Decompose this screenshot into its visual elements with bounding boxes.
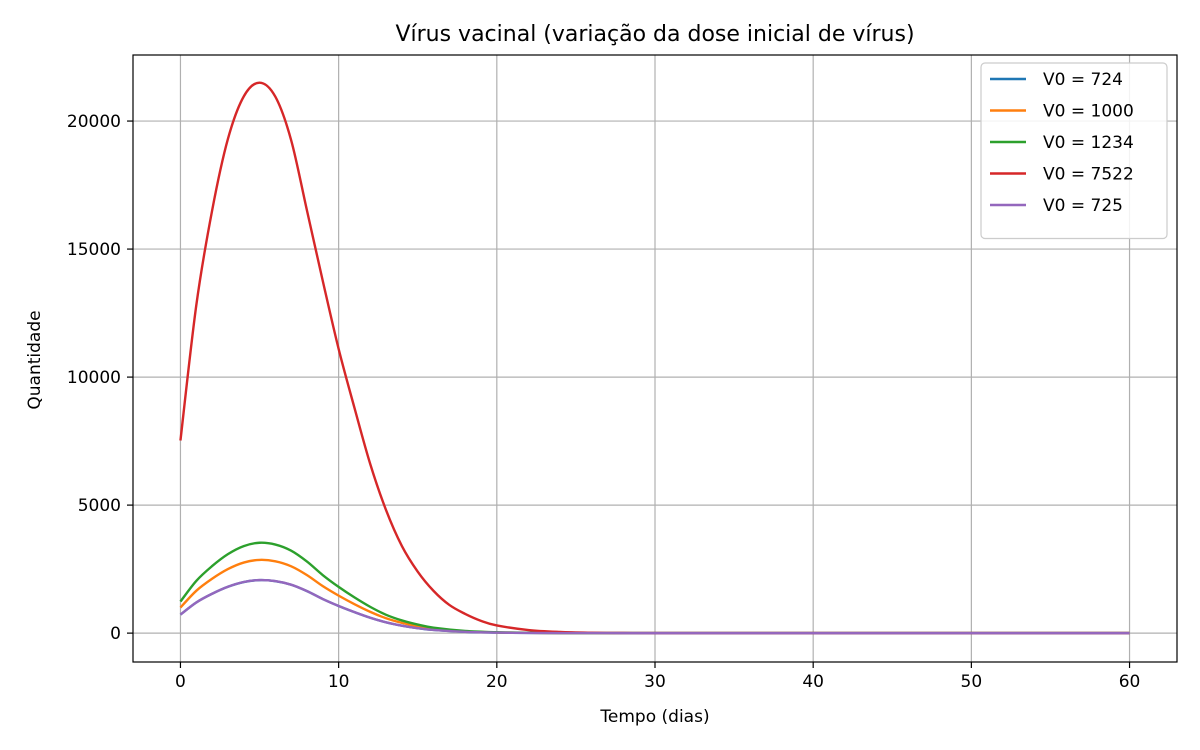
x-tick-label: 10 xyxy=(328,672,350,692)
legend-label: V0 = 725 xyxy=(1043,196,1123,216)
series-line-4 xyxy=(179,578,1130,635)
chart-title: Vírus vacinal (variação da dose inicial … xyxy=(395,22,914,47)
y-tick-label: 20000 xyxy=(67,112,121,132)
x-tick-label: 60 xyxy=(1119,672,1141,692)
y-axis-label: Quantidade xyxy=(25,310,45,409)
x-axis-label: Tempo (dias) xyxy=(599,707,709,727)
x-tick-label: 30 xyxy=(644,672,666,692)
x-tick-label: 20 xyxy=(486,672,508,692)
legend-label: V0 = 7522 xyxy=(1043,165,1134,185)
y-tick-label: 10000 xyxy=(67,368,121,388)
x-tick-label: 40 xyxy=(802,672,824,692)
y-tick-label: 15000 xyxy=(67,240,121,260)
ticks-layer: 0 10 20 30 40 50 60 0 5000 10000 15000 20000 xyxy=(67,112,1140,692)
grid-layer xyxy=(133,55,1177,662)
series-layer xyxy=(179,81,1130,635)
x-tick-label: 0 xyxy=(175,672,186,692)
legend: V0 = 724 V0 = 1000 V0 = 1234 V0 = 7522 V0 = … xyxy=(980,62,1168,240)
y-tick-label: 0 xyxy=(110,624,121,644)
legend-label: V0 = 724 xyxy=(1043,70,1123,90)
legend-box xyxy=(980,62,1168,240)
x-tick-label: 50 xyxy=(961,672,983,692)
y-tick-label: 5000 xyxy=(78,496,121,516)
legend-label: V0 = 1000 xyxy=(1043,102,1134,122)
legend-label: V0 = 1234 xyxy=(1043,133,1134,153)
